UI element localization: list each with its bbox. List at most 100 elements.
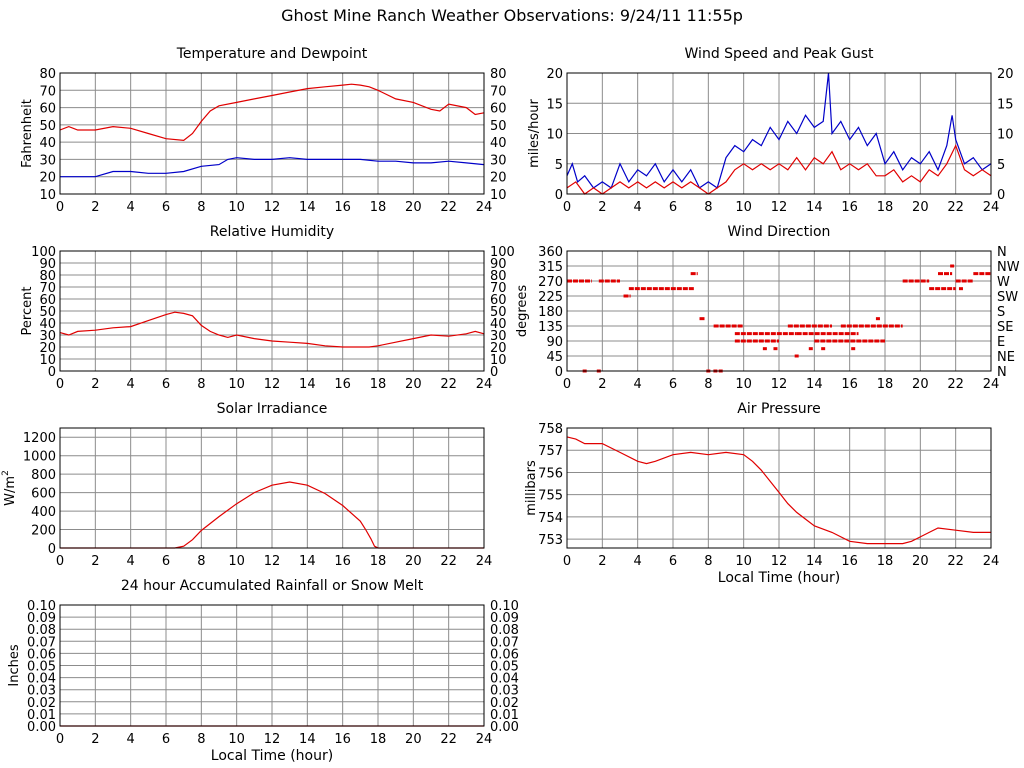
rh-xtick-label: 20	[405, 377, 422, 392]
temp-ytick-label-right: 10	[490, 188, 507, 203]
rain-ytick-label: 0.00	[27, 720, 56, 735]
wdir-xtick-label: 0	[563, 377, 571, 392]
solar-ytick-label: 800	[31, 468, 56, 483]
rh-ytick-label-right: 0	[490, 365, 498, 380]
rain-xtick-label: 14	[299, 732, 316, 747]
rain-ytick-label-right: 0.07	[490, 635, 519, 650]
wdir-xtick-label: 4	[634, 377, 642, 392]
temp-series-blue-line	[60, 157, 485, 178]
rh-xtick-label: 14	[299, 377, 316, 392]
wind-xtick-label: 18	[877, 200, 894, 215]
wdir-ytick-label: 90	[546, 335, 563, 350]
rh-title: Relative Humidity	[210, 224, 334, 240]
wdir-ytick-label: 270	[538, 275, 563, 290]
rain-ytick-label: 0.06	[27, 647, 56, 662]
wdir-ytick-label-right: NE	[997, 350, 1015, 365]
rain-plot-frame	[59, 604, 485, 727]
rain-xtick-label: 2	[91, 732, 99, 747]
rh-ytick-label: 20	[39, 341, 56, 356]
wdir-ytick-label: 225	[538, 290, 563, 305]
wind-xtick-label: 24	[983, 200, 1000, 215]
rain-xtick-label: 0	[56, 732, 64, 747]
wdir-ytick-label: 45	[546, 350, 563, 365]
rh-ytick-label-right: 30	[490, 329, 507, 344]
temp-xtick-label: 0	[56, 200, 64, 215]
wdir-xtick-label: 22	[947, 377, 964, 392]
temp-ytick-label-right: 80	[490, 67, 507, 82]
wdir-ytick-label: 135	[538, 320, 563, 335]
rh-ytick-label-right: 20	[490, 341, 507, 356]
page-title: Ghost Mine Ranch Weather Observations: 9…	[281, 6, 743, 25]
wind-ytick-label: 0	[555, 188, 563, 203]
temp-plot-frame	[59, 72, 485, 195]
rh-xtick-label: 12	[264, 377, 281, 392]
wdir-plot-frame	[566, 250, 992, 372]
solar-ytick-label: 1000	[23, 450, 56, 465]
press-xtick-label: 4	[634, 554, 642, 569]
temp-xtick-label: 14	[299, 200, 316, 215]
solar-xtick-label: 16	[334, 554, 351, 569]
rh-ytick-label: 100	[31, 245, 56, 260]
press-xtick-label: 18	[877, 554, 894, 569]
rain-ytick-label: 0.10	[27, 599, 56, 614]
press-ytick-label: 753	[538, 533, 563, 548]
press-xtick-label: 16	[841, 554, 858, 569]
wdir-xtick-label: 12	[771, 377, 788, 392]
rh-xtick-label: 4	[127, 377, 135, 392]
wdir-xtick-label: 18	[877, 377, 894, 392]
rh-xtick-label: 6	[162, 377, 170, 392]
wdir-ytick-label: 180	[538, 305, 563, 320]
rh-plot-frame	[59, 250, 485, 372]
wind-xtick-label: 22	[947, 200, 964, 215]
temp-ytick-label: 40	[39, 136, 56, 151]
wdir-xtick-label: 8	[704, 377, 712, 392]
press-xtick-label: 8	[704, 554, 712, 569]
wind-xtick-label: 0	[563, 200, 571, 215]
solar-ytick-label: 400	[31, 505, 56, 520]
rain-ytick-label-right: 0.04	[490, 672, 519, 687]
temp-ytick-label: 20	[39, 171, 56, 186]
solar-ylabel: W/m2	[1, 470, 18, 506]
solar-xtick-label: 22	[440, 554, 457, 569]
solar-series-red-line	[60, 481, 484, 549]
temp-ytick-label-right: 30	[490, 153, 507, 168]
rain-title: 24 hour Accumulated Rainfall or Snow Mel…	[121, 578, 424, 594]
rh-xtick-label: 8	[197, 377, 205, 392]
rh-ylabel: Percent	[20, 287, 35, 336]
wdir-ytick-label: 315	[538, 260, 563, 275]
wdir-ytick-label-right: N	[997, 245, 1007, 260]
temp-ytick-label: 30	[39, 153, 56, 168]
rain-xtick-label: 18	[370, 732, 387, 747]
rain-xtick-label: 12	[264, 732, 281, 747]
rain-ytick-label: 0.05	[27, 660, 56, 675]
rain-xlabel: Local Time (hour)	[211, 748, 333, 764]
temp-ytick-label-right: 70	[490, 84, 507, 99]
wind-series-red-line	[566, 144, 992, 195]
solar-ytick-label: 600	[31, 487, 56, 502]
temp-xtick-label: 12	[264, 200, 281, 215]
wind-xtick-label: 20	[912, 200, 929, 215]
rh-xtick-label: 16	[334, 377, 351, 392]
rh-ytick-label: 30	[39, 329, 56, 344]
rh-ytick-label: 50	[39, 305, 56, 320]
press-xtick-label: 20	[912, 554, 929, 569]
temp-ytick-label-right: 50	[490, 119, 507, 134]
solar-ytick-label: 0	[48, 542, 56, 557]
temp-series-red-line	[59, 83, 485, 142]
wdir-ytick-label-right: NW	[997, 260, 1020, 275]
wind-ytick-label-right: 0	[997, 188, 1005, 203]
temp-xtick-label: 24	[476, 200, 493, 215]
rain-ytick-label-right: 0.08	[490, 623, 519, 638]
wdir-xtick-label: 16	[841, 377, 858, 392]
press-xtick-label: 6	[669, 554, 677, 569]
wdir-title: Wind Direction	[728, 224, 831, 240]
press-xtick-label: 2	[598, 554, 606, 569]
press-ylabel: millibars	[524, 460, 539, 516]
rain-chart: 24 hour Accumulated Rainfall or Snow Mel…	[7, 578, 519, 764]
press-ytick-label: 757	[538, 444, 563, 459]
solar-ytick-label: 200	[31, 524, 56, 539]
rain-xtick-label: 24	[476, 732, 493, 747]
